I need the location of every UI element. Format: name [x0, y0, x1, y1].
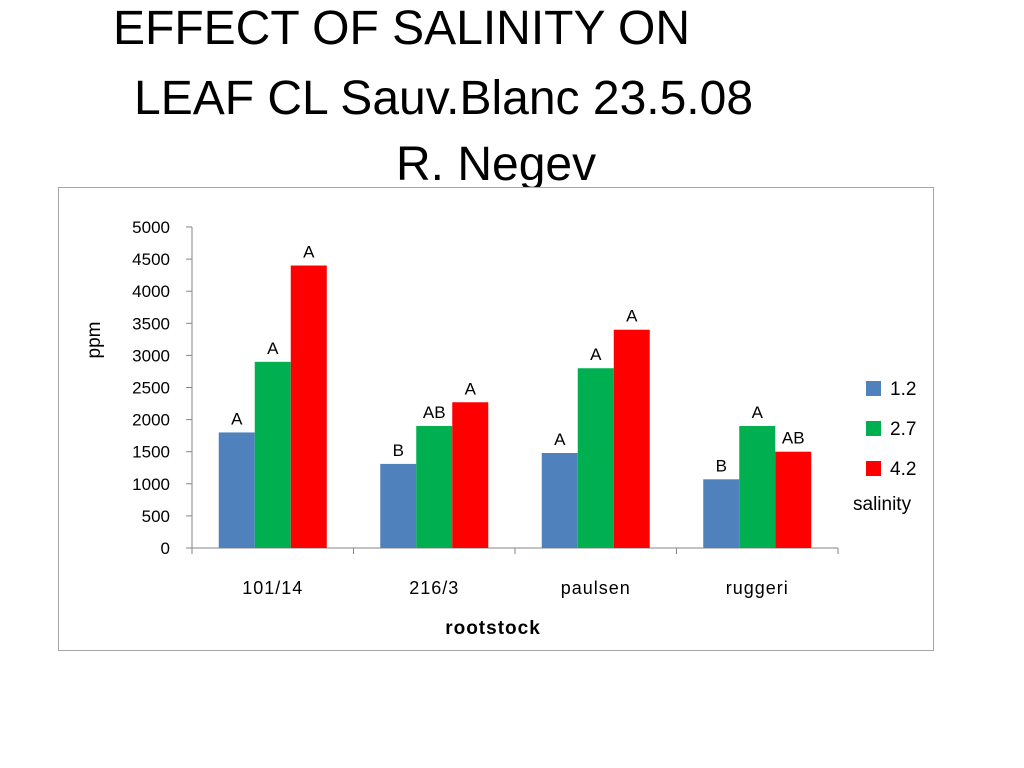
- x-tick-label: ruggeri: [726, 578, 789, 598]
- title-line-1: EFFECT OF SALINITY ON: [113, 2, 690, 55]
- title-line-2: LEAF CL Sauv.Blanc 23.5.08: [134, 72, 754, 125]
- bar-4-2-3: [775, 451, 812, 548]
- y-tick-label: 500: [142, 507, 170, 526]
- data-label: A: [465, 379, 477, 398]
- x-tick-label: 216/3: [409, 578, 459, 598]
- bar-1-2-2: [541, 452, 578, 548]
- y-tick-label: 5000: [132, 218, 170, 237]
- title-line-3: R. Negev: [396, 138, 597, 190]
- data-label: B: [393, 441, 404, 460]
- y-tick-label: 4500: [132, 250, 170, 269]
- x-tick-label: paulsen: [561, 578, 631, 598]
- slide-title: EFFECT OF SALINITY ON LEAF CL Sauv.Blanc…: [0, 0, 1024, 190]
- data-label: A: [231, 409, 243, 428]
- y-axis-title: ppm: [84, 322, 105, 359]
- data-label: A: [267, 339, 279, 358]
- bar-1-2-1: [380, 463, 417, 548]
- bar-2-7-2: [577, 368, 614, 548]
- data-label: A: [626, 307, 638, 326]
- bar-2-7-1: [416, 426, 453, 548]
- y-tick-label: 2500: [132, 379, 170, 398]
- y-tick-label: 1000: [132, 475, 170, 494]
- x-axis-title: rootstock: [445, 618, 541, 639]
- data-label: AB: [782, 429, 805, 448]
- data-label: A: [303, 243, 315, 262]
- bar-1-2-3: [703, 479, 740, 548]
- bar-2-7-0: [254, 361, 291, 548]
- y-tick-label: 3000: [132, 346, 170, 365]
- y-tick-label: 3500: [132, 314, 170, 333]
- data-label: A: [752, 403, 764, 422]
- legend-title: salinity: [853, 494, 912, 515]
- bar-4-2-1: [452, 402, 489, 548]
- legend-swatch-4-2: [866, 461, 881, 476]
- data-label: B: [716, 456, 727, 475]
- data-label: A: [590, 345, 602, 364]
- legend-label: 1.2: [890, 379, 916, 400]
- data-label: AB: [423, 403, 446, 422]
- y-tick-label: 4000: [132, 282, 170, 301]
- bar-4-2-0: [290, 265, 327, 548]
- bar-1-2-0: [218, 432, 255, 548]
- chart-frame: [58, 187, 934, 651]
- bar-4-2-2: [613, 329, 650, 548]
- bar-2-7-3: [739, 426, 776, 548]
- y-tick-label: 2000: [132, 411, 170, 430]
- y-tick-label: 0: [161, 539, 170, 558]
- data-label: A: [554, 430, 566, 449]
- y-tick-label: 1500: [132, 443, 170, 462]
- x-tick-label: 101/14: [242, 578, 303, 598]
- legend-swatch-1-2: [866, 381, 881, 396]
- legend-swatch-2-7: [866, 421, 881, 436]
- legend-label: 4.2: [890, 459, 916, 480]
- legend-label: 2.7: [890, 419, 916, 440]
